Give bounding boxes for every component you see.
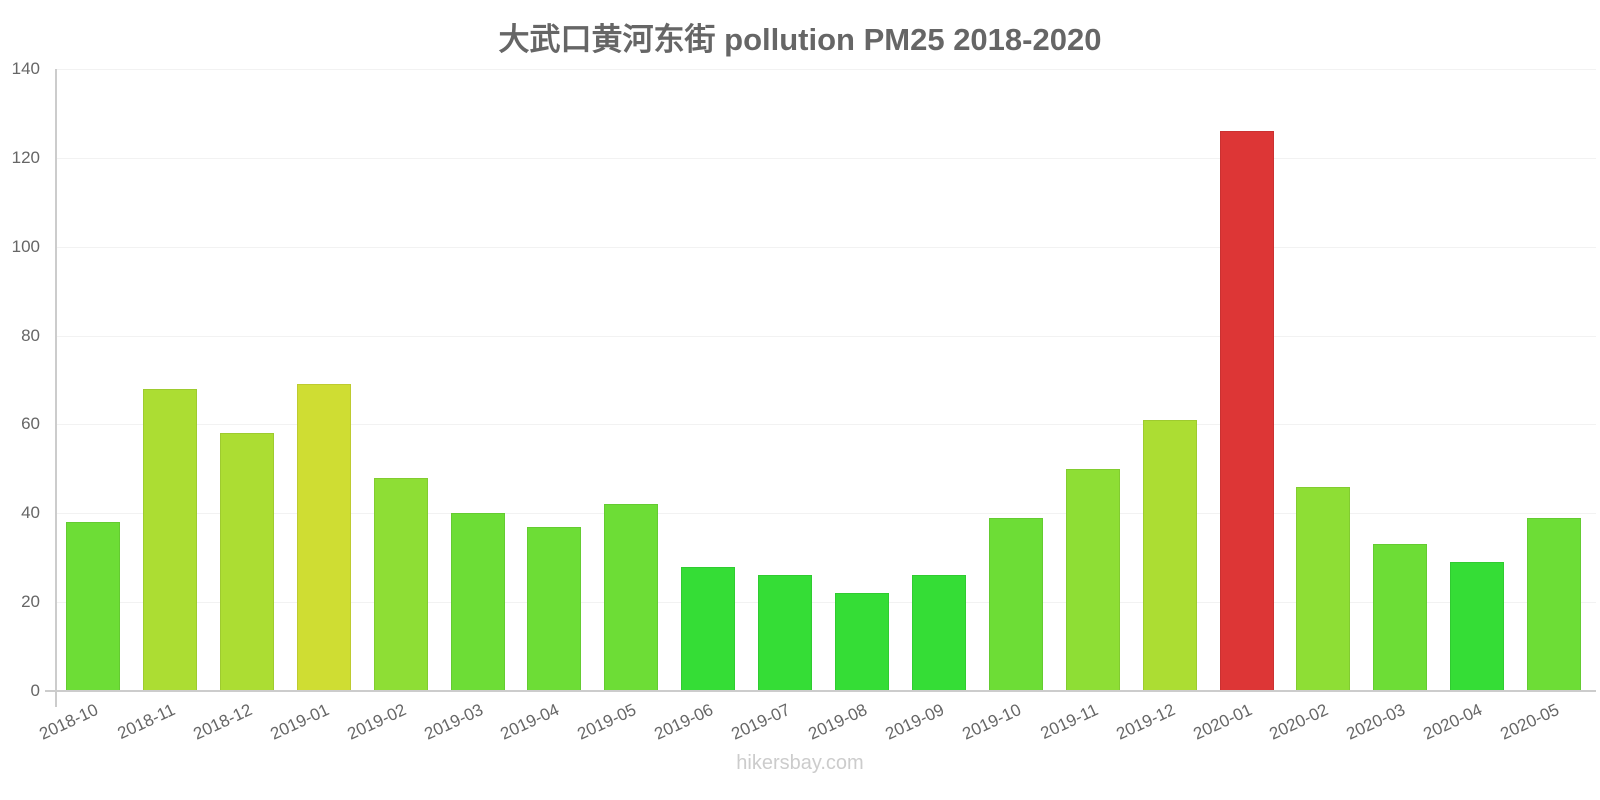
y-tick-label: 60 bbox=[21, 414, 40, 433]
chart-title: 大武口黄河东街 pollution PM25 2018-2020 bbox=[498, 22, 1102, 57]
gridline bbox=[56, 513, 1596, 514]
bar-2019-12[interactable] bbox=[1142, 419, 1197, 691]
bar-2019-10[interactable] bbox=[988, 517, 1043, 691]
watermark: hikersbay.com bbox=[736, 752, 864, 774]
bar-2019-04[interactable] bbox=[527, 526, 582, 691]
bar-2020-02[interactable] bbox=[1296, 486, 1351, 691]
gridline bbox=[56, 424, 1596, 425]
bar-2020-05[interactable] bbox=[1527, 517, 1582, 691]
bar-2020-04[interactable] bbox=[1450, 562, 1505, 691]
gridline bbox=[56, 602, 1596, 603]
bar-2019-01[interactable] bbox=[296, 384, 351, 691]
gridline bbox=[56, 336, 1596, 337]
x-axis-line bbox=[45, 690, 1596, 692]
bar-2019-08[interactable] bbox=[835, 593, 889, 691]
bar-2019-02[interactable] bbox=[373, 477, 428, 691]
bar-2018-10[interactable] bbox=[66, 522, 120, 691]
bar-2019-06[interactable] bbox=[681, 566, 736, 691]
bar-2019-09[interactable] bbox=[911, 575, 966, 691]
y-tick-label: 20 bbox=[21, 592, 40, 611]
y-tick-label: 80 bbox=[21, 326, 40, 345]
y-tick-label: 100 bbox=[11, 237, 40, 256]
bar-2020-03[interactable] bbox=[1373, 544, 1428, 691]
bar-2020-01[interactable] bbox=[1219, 131, 1274, 691]
gridline bbox=[56, 247, 1596, 248]
gridline bbox=[56, 69, 1596, 70]
bar-2019-11[interactable] bbox=[1065, 468, 1120, 691]
y-tick-label: 0 bbox=[30, 681, 40, 700]
y-axis-line bbox=[55, 69, 57, 707]
bar-2019-03[interactable] bbox=[450, 513, 505, 691]
bar-2018-11[interactable] bbox=[142, 388, 197, 691]
bar-2019-07[interactable] bbox=[758, 575, 813, 691]
y-tick-label: 120 bbox=[11, 148, 40, 167]
y-tick-label: 140 bbox=[11, 59, 40, 78]
gridline bbox=[56, 158, 1596, 159]
bar-2019-05[interactable] bbox=[604, 504, 659, 691]
y-tick-label: 40 bbox=[21, 503, 40, 522]
bar-2018-12[interactable] bbox=[219, 433, 274, 691]
